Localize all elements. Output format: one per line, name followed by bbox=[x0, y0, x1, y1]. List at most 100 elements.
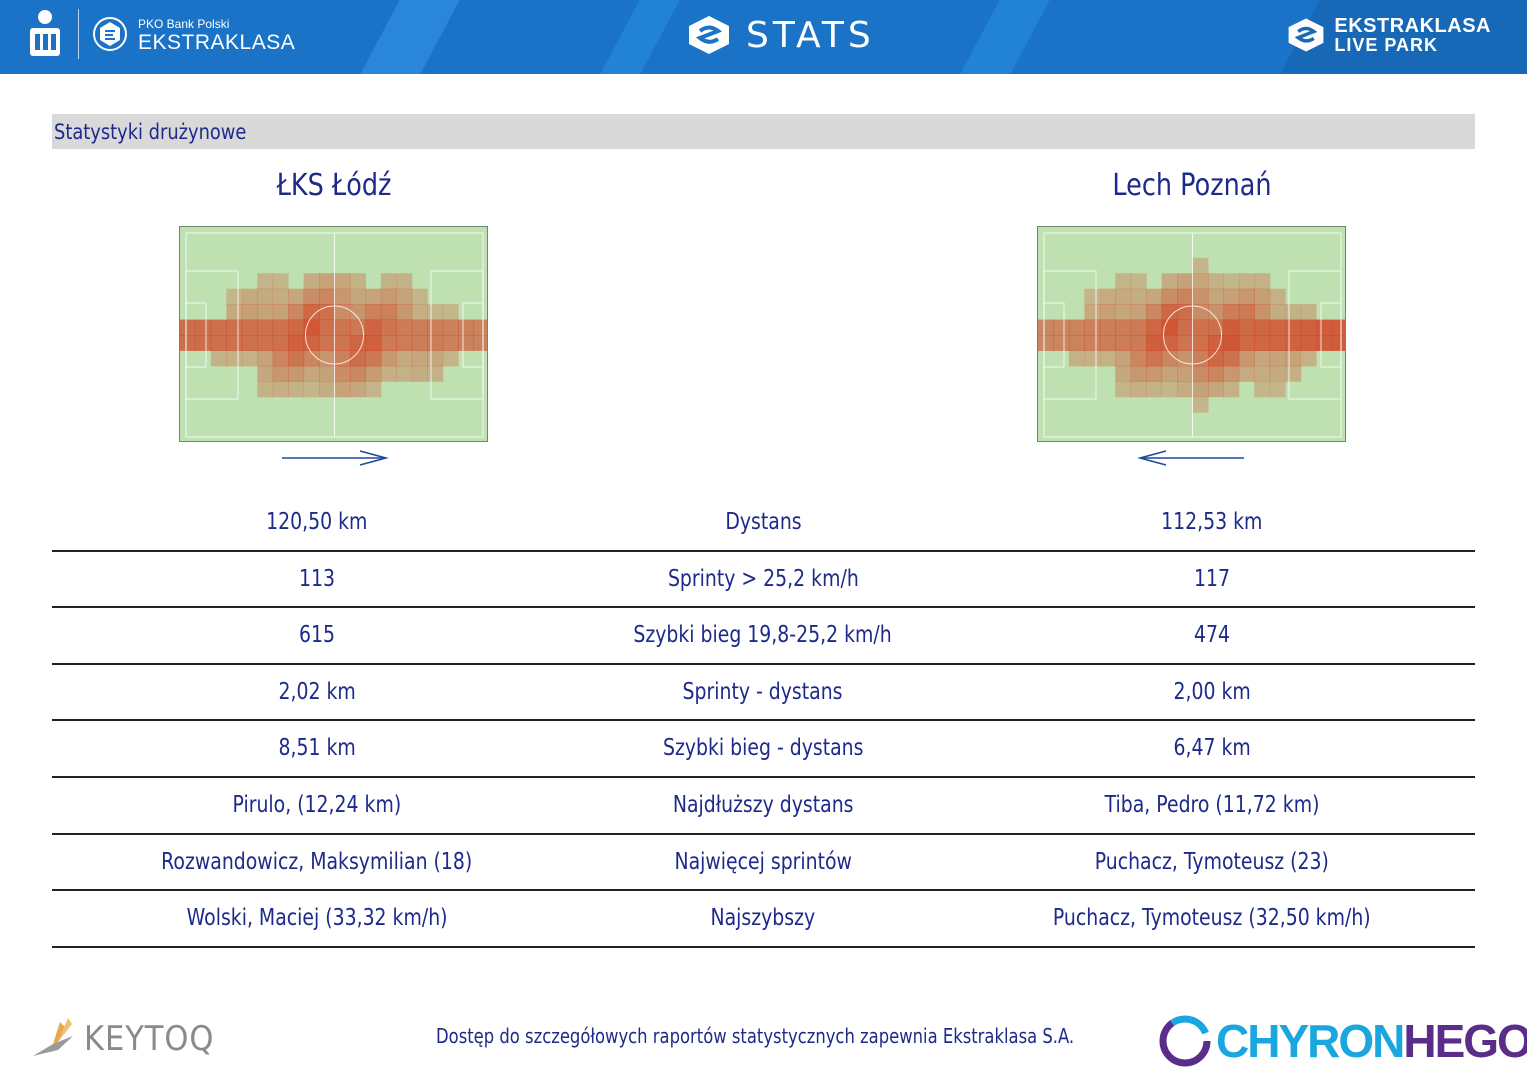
header-bar: PKO Bank Polski EKSTRAKLASA STATS EKSTRA… bbox=[0, 0, 1527, 74]
heat-cell bbox=[1192, 319, 1209, 336]
heat-cell bbox=[319, 350, 335, 367]
chyronhego-logo: CHYRONHEGO bbox=[1158, 1014, 1527, 1068]
bank-label: PKO Bank Polski bbox=[138, 17, 230, 31]
heat-cell bbox=[257, 288, 274, 305]
stats-table: 120,50 km Dystans 112,53 km 113 Sprinty > 25… bbox=[52, 495, 1475, 948]
heat-cell bbox=[396, 273, 413, 290]
heat-cell bbox=[1285, 335, 1302, 351]
heat-cell bbox=[349, 335, 366, 351]
heat-cell bbox=[1130, 381, 1147, 398]
heat-cell bbox=[427, 365, 444, 382]
heat-cell bbox=[1177, 319, 1193, 336]
heat-cell bbox=[1099, 319, 1116, 336]
heat-cell bbox=[365, 304, 382, 321]
heat-cell bbox=[380, 350, 397, 367]
heat-cell bbox=[319, 335, 335, 351]
keytoq-text: KEYTOQ bbox=[84, 1019, 215, 1059]
heat-cell bbox=[349, 319, 366, 336]
heat-cell bbox=[210, 350, 227, 367]
heat-cell bbox=[334, 381, 351, 398]
heat-cell bbox=[241, 304, 258, 321]
heat-cell bbox=[1223, 381, 1240, 398]
heat-cell bbox=[380, 319, 397, 336]
chyronhego-swirl-icon bbox=[1159, 1015, 1211, 1067]
heat-cell bbox=[1146, 288, 1163, 305]
pko-logo-icon bbox=[30, 10, 60, 56]
heat-cell bbox=[334, 350, 351, 367]
heat-cell bbox=[411, 288, 428, 305]
heat-cell bbox=[1238, 319, 1255, 336]
heat-cell bbox=[1115, 288, 1132, 305]
heat-cell bbox=[1177, 335, 1193, 351]
heat-cell bbox=[1223, 350, 1240, 367]
stat-label: Szybki bieg - dystans bbox=[662, 735, 864, 762]
heat-cell bbox=[1207, 288, 1224, 305]
heat-cell bbox=[1238, 273, 1255, 290]
heat-cell bbox=[1099, 288, 1116, 305]
heat-cell bbox=[1223, 335, 1240, 351]
pitch-marking bbox=[305, 305, 364, 365]
keytoq-bird-icon bbox=[33, 1018, 73, 1056]
heat-cell bbox=[226, 288, 243, 305]
heat-cell bbox=[1068, 350, 1085, 367]
heat-cell bbox=[442, 319, 459, 336]
heat-cell bbox=[1068, 335, 1085, 351]
page-title: STATS bbox=[746, 14, 875, 56]
heat-cell bbox=[1177, 273, 1193, 290]
heat-cell bbox=[303, 273, 320, 290]
stat-left-value: 2,02 km bbox=[278, 678, 356, 705]
heat-cell bbox=[1223, 304, 1240, 321]
stat-right-value: Puchacz, Tymoteusz (32,50 km/h) bbox=[1053, 905, 1371, 932]
heat-cell bbox=[380, 365, 397, 382]
heat-cell bbox=[1146, 365, 1163, 382]
heat-cell bbox=[1053, 335, 1070, 351]
heat-cell bbox=[1192, 273, 1209, 290]
heat-cell bbox=[1285, 319, 1302, 336]
heat-cell bbox=[473, 319, 487, 336]
heat-cell bbox=[1084, 335, 1101, 351]
stat-label: Szybki bieg 19,8-25,2 km/h bbox=[633, 622, 893, 649]
heat-cell bbox=[1207, 319, 1224, 336]
heat-cell bbox=[180, 335, 196, 351]
live-park-line1: EKSTRAKLASA bbox=[1334, 15, 1491, 37]
heat-cell bbox=[1115, 304, 1132, 321]
heat-cell bbox=[334, 273, 351, 290]
heat-cell bbox=[1223, 319, 1240, 336]
heat-cell bbox=[1130, 335, 1147, 351]
heat-cell bbox=[349, 288, 366, 305]
heat-cell bbox=[1207, 273, 1224, 290]
heat-cell bbox=[1254, 350, 1271, 367]
heat-cell bbox=[303, 350, 320, 367]
stat-left-value: Rozwandowicz, Maksymilian (18) bbox=[161, 848, 473, 875]
heat-cell bbox=[473, 335, 487, 351]
heat-cell bbox=[272, 304, 289, 321]
heat-cell bbox=[1177, 288, 1193, 305]
stat-label: Najszybszy bbox=[710, 905, 816, 932]
heat-cell bbox=[288, 319, 305, 336]
heat-cell bbox=[241, 288, 258, 305]
heat-cell bbox=[1146, 381, 1163, 398]
heat-cell bbox=[442, 304, 459, 321]
heat-cell bbox=[1331, 319, 1345, 336]
heat-cell bbox=[365, 365, 382, 382]
heat-cell bbox=[334, 335, 351, 351]
heat-cell bbox=[1130, 319, 1147, 336]
stats-row: 2,02 km Sprinty - dystans 2,00 km bbox=[52, 665, 1475, 722]
heat-cell bbox=[257, 381, 274, 398]
heat-cell bbox=[1115, 365, 1132, 382]
stat-label: Dystans bbox=[724, 509, 802, 535]
heat-cell bbox=[411, 365, 428, 382]
pitch-marking bbox=[1163, 305, 1222, 365]
stat-left-value: 120,50 km bbox=[266, 509, 368, 535]
heat-cell bbox=[1084, 319, 1101, 336]
heat-cell bbox=[303, 304, 320, 321]
stat-left-value: 8,51 km bbox=[278, 735, 356, 762]
heatmap-right bbox=[1037, 226, 1346, 442]
heat-cell bbox=[365, 350, 382, 367]
heat-cell bbox=[1146, 304, 1163, 321]
stat-right-value: Puchacz, Tymoteusz (23) bbox=[1094, 848, 1330, 875]
heat-cell bbox=[396, 304, 413, 321]
stat-label: Sprinty > 25,2 km/h bbox=[667, 565, 859, 592]
stat-right-value: 112,53 km bbox=[1161, 509, 1263, 535]
heat-cell bbox=[1269, 335, 1286, 351]
